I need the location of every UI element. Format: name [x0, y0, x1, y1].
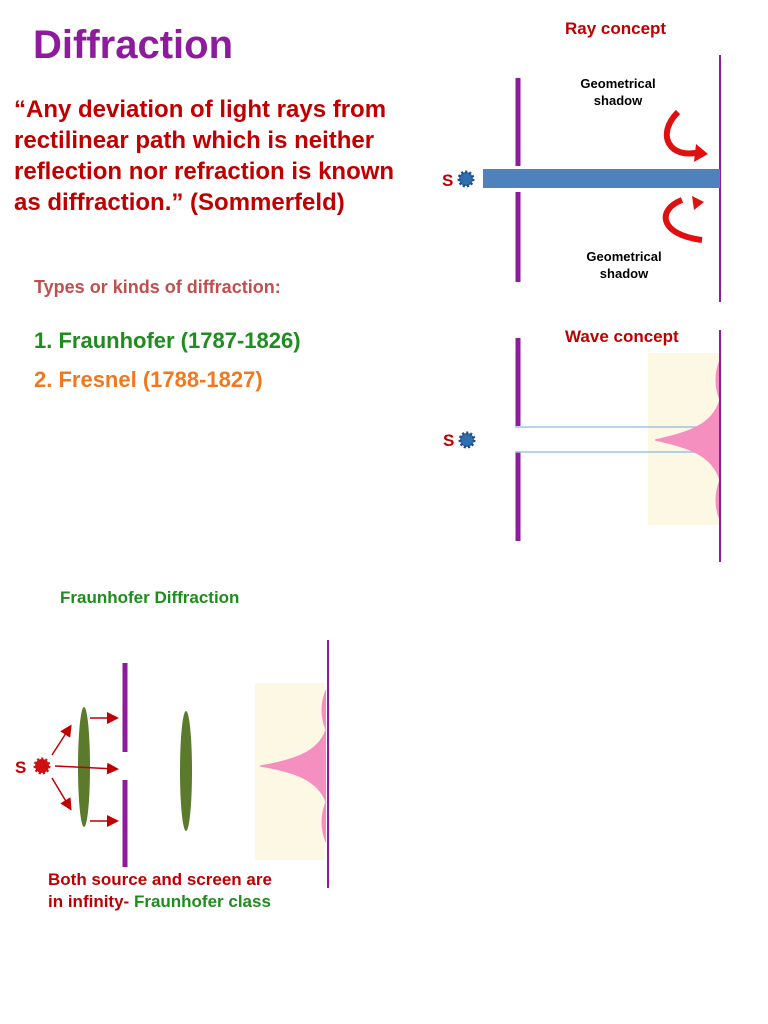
definition-line: reflection nor refraction is known — [14, 158, 394, 185]
wave-title: Wave concept — [565, 327, 679, 346]
type-item: 2. Fresnel (1788-1827) — [34, 367, 263, 392]
definition-line: as diffraction.” (Sommerfeld) — [14, 189, 345, 216]
fraunhofer-title: Fraunhofer Diffraction — [60, 588, 239, 607]
source-label: S — [443, 431, 454, 450]
types-heading: Types or kinds of diffraction: — [34, 277, 281, 297]
shadow-label: Geometrical — [580, 76, 655, 91]
source — [458, 431, 476, 449]
caption-part: Fraunhofer class — [134, 892, 271, 911]
curved-arrow-head — [694, 144, 708, 162]
caption: Both source and screen are — [48, 870, 272, 889]
shadow-label: shadow — [594, 93, 643, 108]
curved-arrow — [662, 197, 703, 243]
curved-arrow — [663, 109, 701, 157]
title: Diffraction — [33, 23, 233, 67]
lens — [180, 711, 192, 831]
rays — [51, 712, 119, 827]
caption-part: in infinity- — [48, 892, 134, 911]
curved-arrow-head — [692, 196, 704, 210]
definition: “Any deviation of light rays from rectil… — [14, 96, 394, 216]
intensity-pattern — [654, 359, 721, 521]
source-label: S — [15, 758, 26, 777]
source — [457, 170, 475, 188]
ray — [51, 724, 72, 756]
shadow-label: shadow — [600, 266, 649, 281]
ray — [51, 777, 72, 811]
source-label: S — [442, 171, 453, 190]
source — [33, 757, 51, 775]
ray-beam — [483, 169, 720, 188]
ray — [54, 762, 119, 775]
type-item: 1. Fraunhofer (1787-1826) — [34, 328, 301, 353]
ray-title: Ray concept — [565, 19, 666, 38]
caption: in infinity- Fraunhofer class — [48, 892, 271, 911]
definition-line: “Any deviation of light rays from — [14, 96, 386, 123]
shadow-label: Geometrical — [586, 249, 661, 264]
definition-line: rectilinear path which is neither — [14, 127, 374, 154]
intensity-pattern — [259, 689, 327, 843]
